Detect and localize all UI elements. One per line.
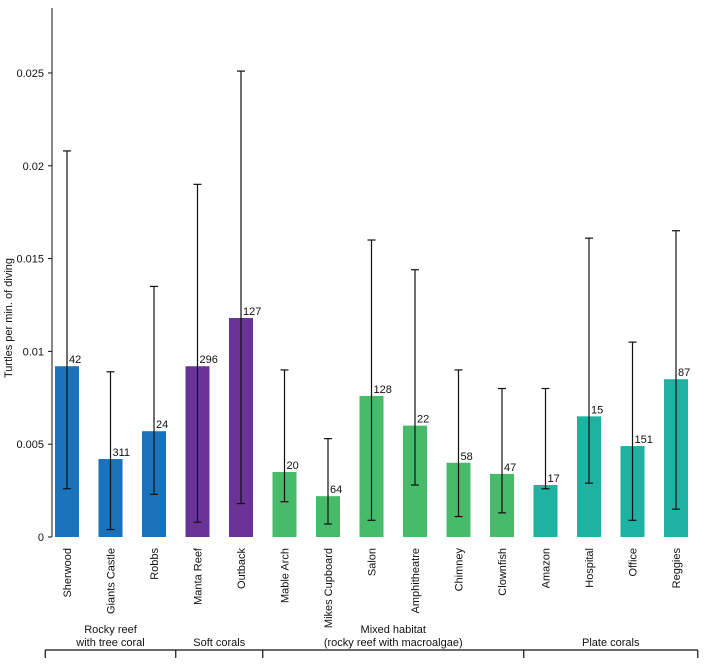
data-label: 42: [69, 354, 81, 366]
data-label: 20: [287, 460, 299, 472]
data-label: 24: [156, 419, 168, 431]
data-labels: 42 311 24 296 127 20 64 128 22 58 47 17 15 151 87: [69, 306, 690, 496]
group-label: Rocky reef: [84, 624, 138, 636]
category-label: Giants Castle: [106, 548, 118, 614]
category-label: Amazon: [541, 548, 553, 588]
y-tick-label: 0: [38, 532, 44, 544]
group-label: Plate corals: [582, 637, 640, 649]
group-label: Mixed habitat: [361, 624, 426, 636]
data-label: 151: [635, 434, 653, 446]
category-label: Mikes Cupboard: [323, 548, 335, 628]
category-label: Amphitheatre: [410, 548, 422, 613]
group-label: (rocky reef with macroalgae): [324, 637, 463, 649]
category-label: Clownfish: [497, 548, 509, 596]
data-label: 296: [200, 354, 218, 366]
category-label: Manta Reef: [193, 547, 205, 605]
y-tick-label: 0.01: [23, 346, 44, 358]
data-label: 58: [461, 451, 473, 463]
data-label: 128: [374, 384, 392, 396]
category-label: Sherwood: [62, 548, 74, 598]
y-tick-label: 0.015: [16, 254, 44, 266]
data-label: 87: [678, 367, 690, 379]
group-label: with tree coral: [75, 637, 144, 649]
category-label: Reggies: [671, 548, 683, 589]
category-label: Hospital: [584, 548, 596, 588]
data-label: 127: [243, 306, 261, 318]
data-label: 15: [591, 404, 603, 416]
category-label: Salon: [367, 548, 379, 576]
y-tick-label: 0.02: [23, 161, 44, 173]
data-label: 311: [113, 447, 131, 459]
category-labels: Sherwood Giants Castle Robbs Manta Reef Outb…: [62, 547, 683, 628]
category-label: Robbs: [149, 548, 161, 580]
category-label: Mable Arch: [280, 548, 292, 603]
error-bars: [63, 70, 680, 531]
data-label: 17: [548, 473, 560, 485]
category-label: Office: [628, 548, 640, 577]
axes: 0 0.005 0.01 0.015 0.02 0.025: [16, 8, 53, 544]
y-tick-label: 0.005: [16, 439, 44, 451]
data-label: 64: [330, 484, 342, 496]
data-label: 22: [417, 414, 429, 426]
y-axis-label: Turtles per min. of diving: [3, 258, 15, 378]
group-label: Soft corals: [193, 637, 245, 649]
category-label: Outback: [236, 548, 248, 589]
bar: [533, 485, 558, 537]
data-label: 47: [504, 462, 516, 474]
y-tick-label: 0.025: [16, 68, 44, 80]
category-label: Chimney: [454, 548, 466, 592]
